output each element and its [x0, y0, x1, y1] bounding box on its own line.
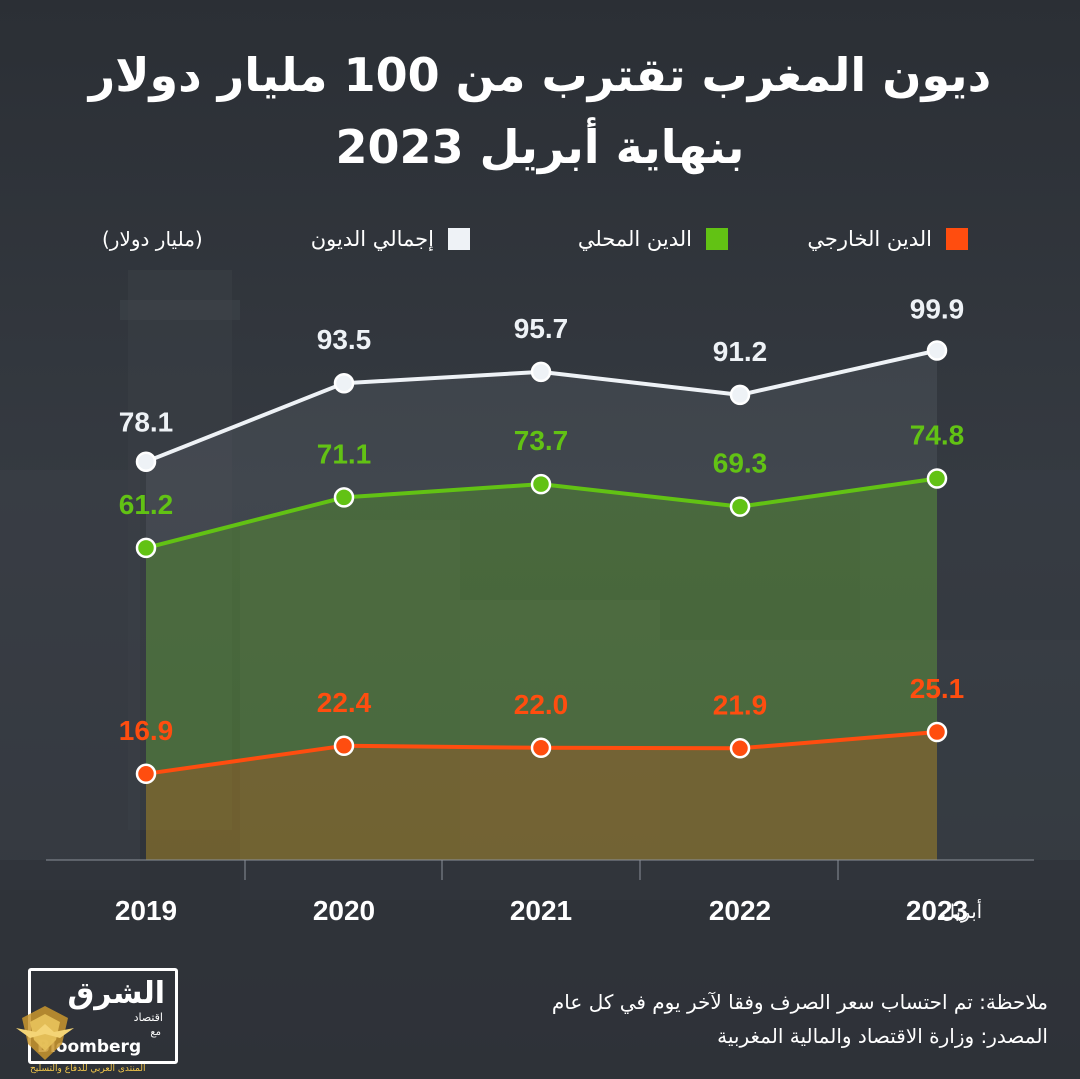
point-total-2023	[926, 340, 948, 361]
value-labels: 78.1 93.5 95.7 91.2 99.9 61.2 71.1 73.7 69.3 74.8…	[119, 294, 965, 746]
value-label-total-2022: 91.2	[713, 336, 768, 367]
legend-item-total: إجمالي الديون	[311, 222, 470, 256]
area-external	[146, 732, 937, 860]
series-areas	[146, 350, 937, 860]
legend-swatch-domestic	[706, 228, 728, 250]
value-label-total-2019: 78.1	[119, 407, 174, 438]
x-tick-prefix-april: أبريل	[941, 899, 982, 923]
point-total-2020	[333, 372, 355, 394]
point-external-2023	[926, 721, 948, 743]
legend-item-domestic: الدين المحلي	[578, 222, 728, 256]
year-dividers	[244, 860, 839, 880]
value-label-domestic-2019: 61.2	[119, 489, 174, 520]
point-external-2019	[135, 763, 157, 785]
value-label-total-2020: 93.5	[317, 324, 372, 355]
area-domestic	[146, 478, 937, 860]
watermark-text: المنتدى العربي للدفاع والتسليح	[30, 1064, 146, 1074]
title-line-2: بنهاية أبريل 2023	[335, 120, 745, 174]
x-tick-label-2023: 2023	[906, 895, 968, 926]
x-tick-label-2022: 2022	[709, 895, 771, 926]
note-text: ملاحظة: تم احتساب سعر الصرف وفقا لآخر يو…	[551, 990, 1048, 1014]
value-label-total-2021: 95.7	[514, 313, 569, 344]
value-label-external-2019: 16.9	[119, 715, 174, 746]
x-tick-label-2020: 2020	[313, 895, 375, 926]
x-tick-label-2021: 2021	[510, 895, 572, 926]
legend-label-external: الدين الخارجي	[807, 227, 932, 251]
point-domestic-2022	[729, 496, 751, 517]
value-label-domestic-2023: 74.8	[910, 420, 965, 451]
value-label-external-2021: 22.0	[514, 689, 569, 720]
legend-swatch-external	[946, 228, 968, 250]
legend-swatch-total	[448, 228, 470, 250]
logo-brand: الشرق	[67, 976, 165, 1011]
title-line-1: ديون المغرب تقترب من 100 مليار دولار	[88, 48, 992, 102]
point-total-2022	[729, 384, 751, 406]
point-domestic-2020	[333, 487, 355, 508]
legend-label-total: إجمالي الديون	[310, 227, 434, 251]
unit-label: (مليار دولار)	[102, 227, 203, 251]
point-domestic-2023	[926, 468, 948, 489]
value-label-total-2023: 99.9	[910, 294, 965, 325]
logo-bloomberg: Bloomberg	[37, 1037, 142, 1057]
point-total-2021	[530, 361, 552, 383]
area-total	[146, 350, 937, 860]
logo-with: مع	[150, 1027, 161, 1038]
x-tick-label-2019: 2019	[115, 895, 177, 926]
point-external-2021	[530, 737, 552, 759]
point-external-2022	[729, 738, 751, 759]
value-label-domestic-2022: 69.3	[713, 448, 768, 479]
point-total-2019	[135, 451, 157, 472]
value-label-domestic-2020: 71.1	[317, 438, 372, 469]
value-label-external-2020: 22.4	[317, 687, 372, 718]
series-points	[135, 340, 948, 785]
logo-sub: اقتصاد	[133, 1011, 163, 1024]
source-text: المصدر: وزارة الاقتصاد والمالية المغربية	[717, 1024, 1048, 1048]
point-domestic-2019	[135, 537, 157, 559]
value-label-external-2022: 21.9	[713, 689, 768, 720]
point-domestic-2021	[530, 473, 552, 495]
point-external-2020	[333, 735, 355, 757]
value-label-external-2023: 25.1	[910, 673, 965, 704]
value-label-domestic-2021: 73.7	[514, 425, 569, 456]
forum-emblem-icon	[16, 1006, 74, 1060]
legend-item-external: الدين الخارجي	[807, 222, 968, 256]
asharq-bloomberg-logo: الشرق اقتصاد مع Bloomberg	[28, 968, 178, 1064]
legend-label-domestic: الدين المحلي	[577, 227, 692, 251]
